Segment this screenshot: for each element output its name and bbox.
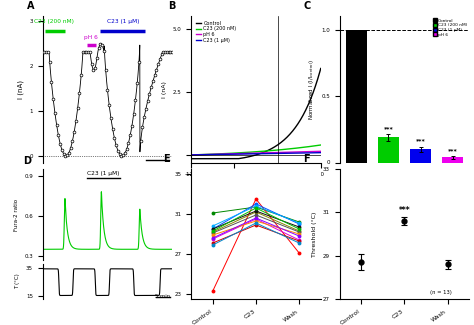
- Text: (n = 13): (n = 13): [430, 290, 452, 294]
- Bar: [410, 149, 431, 162]
- Text: 5 min: 5 min: [155, 294, 171, 299]
- Text: C23 (1 μM): C23 (1 μM): [108, 19, 140, 24]
- Y-axis label: Fura-2 ratio: Fura-2 ratio: [14, 199, 18, 230]
- Text: C: C: [303, 1, 310, 11]
- Y-axis label: I (nA): I (nA): [18, 80, 24, 99]
- Text: B: B: [168, 1, 175, 11]
- Y-axis label: T (°C): T (°C): [15, 274, 20, 289]
- Text: A: A: [27, 1, 35, 11]
- Legend: Control, C23 (200 nM), C23 (1 μM), pH 6: Control, C23 (200 nM), C23 (1 μM), pH 6: [433, 19, 467, 37]
- Y-axis label: Threshold (°C): Threshold (°C): [312, 211, 318, 257]
- Text: ***: ***: [448, 148, 458, 153]
- Text: 3 min: 3 min: [150, 169, 165, 174]
- Text: C23 (200 nM): C23 (200 nM): [34, 19, 74, 24]
- Text: D: D: [23, 156, 31, 165]
- Y-axis label: Threshold (°C): Threshold (°C): [164, 211, 169, 257]
- Legend: Control, C23 (200 nM), pH 6, C23 (1 μM): Control, C23 (200 nM), pH 6, C23 (1 μM): [193, 19, 238, 45]
- Y-axis label: Normalized I (I/I$_{control}$): Normalized I (I/I$_{control}$): [307, 59, 316, 120]
- Text: ***: ***: [416, 138, 426, 144]
- Bar: [378, 137, 399, 162]
- Text: ***: ***: [399, 206, 410, 215]
- Text: pH 6: pH 6: [84, 35, 98, 40]
- Text: ***: ***: [383, 126, 393, 131]
- X-axis label: V (mV): V (mV): [245, 183, 267, 188]
- Text: C23 (1 μM): C23 (1 μM): [87, 171, 119, 176]
- Y-axis label: I (nA): I (nA): [162, 81, 167, 98]
- Bar: [346, 30, 366, 162]
- Text: E: E: [163, 154, 169, 164]
- Text: F: F: [303, 154, 310, 164]
- Bar: [442, 157, 464, 162]
